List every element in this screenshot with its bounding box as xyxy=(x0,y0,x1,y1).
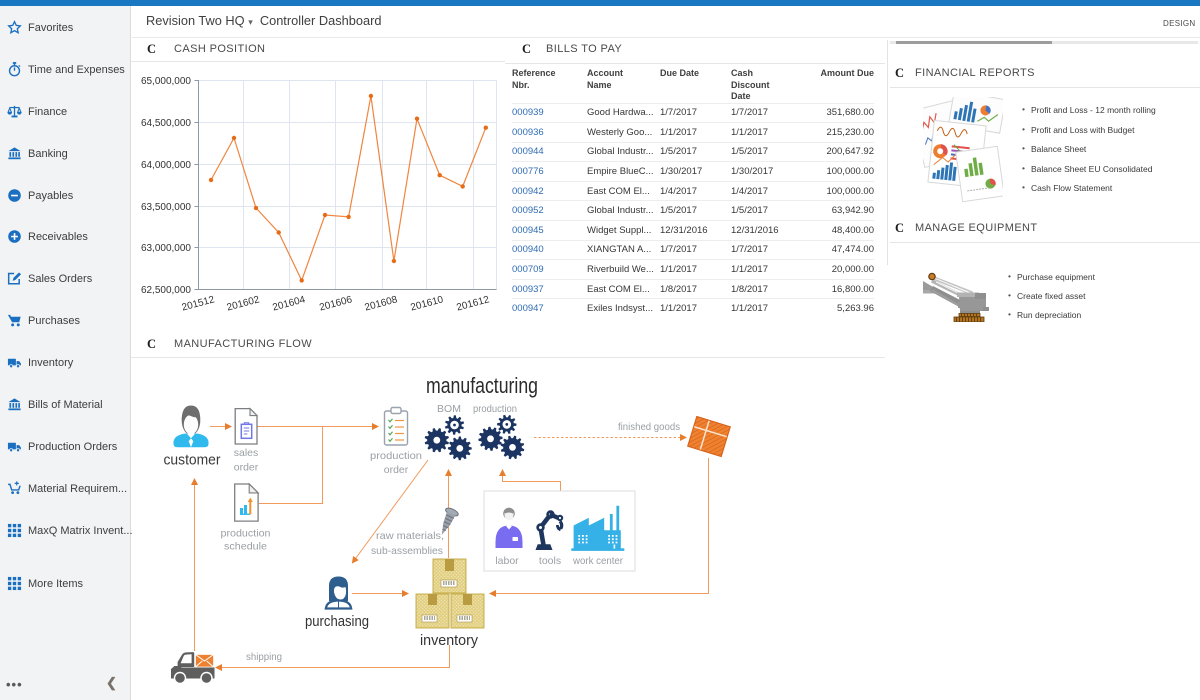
svg-text:sub-assemblies: sub-assemblies xyxy=(371,545,443,557)
svg-text:order: order xyxy=(384,464,409,476)
svg-text:201606: 201606 xyxy=(318,294,354,313)
svg-text:customer: customer xyxy=(164,452,221,469)
svg-text:production: production xyxy=(473,403,517,415)
svg-text:production: production xyxy=(221,528,271,540)
svg-text:inventory: inventory xyxy=(420,633,479,649)
svg-text:201608: 201608 xyxy=(364,294,400,313)
svg-text:production: production xyxy=(370,450,422,462)
svg-text:raw materials,: raw materials, xyxy=(376,530,444,542)
svg-text:201512: 201512 xyxy=(181,294,217,313)
svg-text:finished goods: finished goods xyxy=(618,421,680,433)
svg-text:63,000,000: 63,000,000 xyxy=(141,243,191,254)
svg-text:tools: tools xyxy=(539,555,561,567)
svg-text:64,500,000: 64,500,000 xyxy=(141,118,191,129)
svg-text:65,000,000: 65,000,000 xyxy=(141,76,191,87)
svg-text:201604: 201604 xyxy=(271,294,307,313)
svg-text:201610: 201610 xyxy=(409,294,445,313)
svg-text:63,500,000: 63,500,000 xyxy=(141,202,191,213)
svg-text:order: order xyxy=(234,462,259,474)
svg-text:201612: 201612 xyxy=(455,294,491,313)
svg-text:62,500,000: 62,500,000 xyxy=(141,285,191,296)
svg-text:labor: labor xyxy=(495,555,519,567)
svg-text:201602: 201602 xyxy=(226,294,262,313)
svg-text:work center: work center xyxy=(572,555,623,567)
svg-text:BOM: BOM xyxy=(437,403,461,415)
svg-text:sales: sales xyxy=(234,447,259,459)
svg-text:64,000,000: 64,000,000 xyxy=(141,160,191,171)
svg-text:shipping: shipping xyxy=(246,651,282,663)
svg-text:purchasing: purchasing xyxy=(305,614,369,630)
svg-text:schedule: schedule xyxy=(224,541,267,553)
svg-text:manufacturing: manufacturing xyxy=(426,373,538,398)
